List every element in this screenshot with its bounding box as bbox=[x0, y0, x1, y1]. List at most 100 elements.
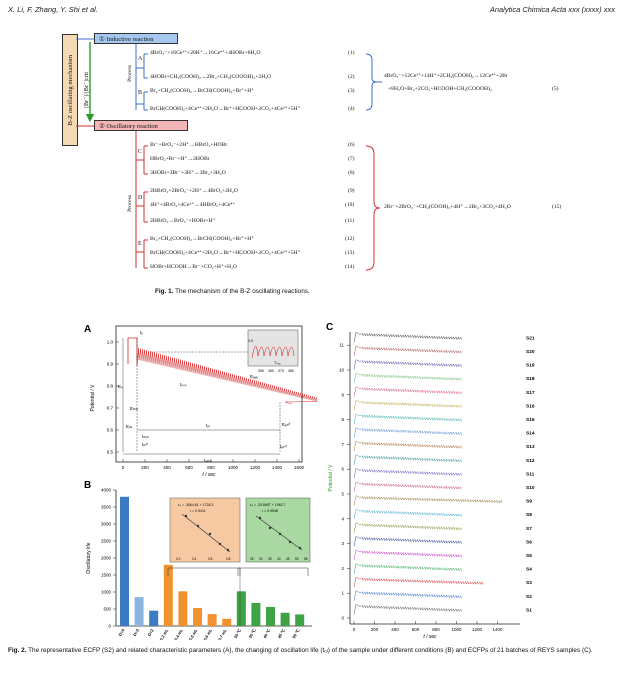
panel-c-series-trace bbox=[353, 468, 462, 479]
panel-c-xtick-label: 600 bbox=[412, 627, 420, 632]
reaction-11: 2HBrO₂→BrO₃⁻+HOBr+H⁺ bbox=[150, 218, 216, 224]
panel-c-series-trace bbox=[353, 549, 462, 561]
reaction-4-number: (4) bbox=[348, 106, 355, 112]
panel-c-series-trace bbox=[353, 590, 462, 601]
panel-b-inset-volume-xtick: 0.6 bbox=[208, 557, 213, 561]
panel-b-ytick-label: 0 bbox=[108, 624, 111, 629]
panel-c-series-label: S17 bbox=[526, 390, 535, 396]
panel-a-label-eave: Eₐᵥₑ bbox=[250, 374, 258, 379]
panel-c-series-trace bbox=[353, 522, 462, 533]
panel-a-inset-xtick-1: 360 bbox=[268, 369, 274, 373]
panel-c-series-label: S9 bbox=[526, 499, 532, 505]
panel-b-xtick-label: 40 ℃ bbox=[262, 628, 272, 640]
panel-a-label-emin: Eₘᵢₙ bbox=[130, 406, 139, 411]
figure-2-caption: Fig. 2. The representative ECFP (S2) and… bbox=[8, 646, 615, 655]
panel-b-ytick-label: 1500 bbox=[101, 573, 112, 578]
panel-b-ytick-label: 2000 bbox=[101, 556, 112, 561]
panel-a-xtick-label: 1000 bbox=[228, 465, 239, 470]
panel-c-series-label: S20 bbox=[526, 349, 535, 355]
panel-b-bar bbox=[280, 612, 290, 626]
panel-a-ytick-label: 0.8 bbox=[107, 384, 114, 389]
reaction-11-number: (11) bbox=[345, 218, 355, 224]
panel-c-ytick-label: 1 bbox=[341, 591, 344, 596]
panel-c-series-label: S2 bbox=[526, 594, 532, 600]
figure-2-caption-text: The representative ECFP (S2) and related… bbox=[28, 647, 593, 654]
panel-b-bracket-volume bbox=[167, 567, 241, 576]
panel-b-inset-temperature-r: r = 0.9548 bbox=[262, 509, 278, 513]
panel-c-ytick-label: 8 bbox=[341, 417, 344, 422]
overall-reaction-5-number: (5) bbox=[552, 86, 559, 92]
figure-1-caption-label: Fig. 1. bbox=[155, 288, 174, 295]
panel-a-inset-xtick-2: 370 bbox=[278, 369, 284, 373]
panel-b-ytick-label: 3500 bbox=[101, 505, 112, 510]
panel-c-series-trace bbox=[353, 400, 462, 411]
panel-c-series-trace bbox=[353, 495, 503, 506]
panel-c-series-label: S1 bbox=[526, 607, 532, 613]
panel-c-series-trace bbox=[353, 454, 462, 465]
panel-b-bar bbox=[178, 591, 188, 626]
panel-c-series-trace bbox=[353, 386, 462, 397]
running-header-authors: X. Li, F. Zhang, Y. Shi et al. bbox=[8, 5, 98, 14]
panel-b-xtick-label: 0.4 mL bbox=[173, 628, 184, 640]
overall-reaction-15: 2Br⁻+2BrO₃⁻+CH₂(COOH)₂+4H⁺→2Br₂+3CO₂+4H₂… bbox=[384, 204, 511, 210]
panel-c-series-label: S16 bbox=[526, 403, 535, 409]
panel-b-inset-temperature-xtick: 40 bbox=[277, 557, 281, 561]
panel-b-inset-volume-xtick: 0.2 bbox=[176, 557, 181, 561]
overall-reaction-5-line2: +8H₂O+Br₂+2CO₂+HCOOH+CH₂(COOOH)₂ bbox=[388, 86, 492, 92]
reaction-9: 2HBrO₂+2BrO₃⁻+2H⁺→4BrO₂+2H₂O bbox=[150, 188, 238, 194]
panel-c-ytick-label: 9 bbox=[341, 392, 344, 397]
panel-a-oscillation-trace bbox=[136, 347, 318, 405]
panel-b-bracket-temperature bbox=[237, 567, 309, 576]
panel-b-xtick-label: D=4 bbox=[117, 627, 125, 637]
figure-1-caption-text: The mechanism of the B-Z oscillating rea… bbox=[175, 288, 310, 295]
panel-c-series-label: S14 bbox=[526, 431, 535, 437]
panel-b-bar bbox=[236, 591, 246, 626]
panel-b-inset-temperature-xtick: 55 bbox=[304, 557, 308, 561]
panel-c-series-trace bbox=[353, 427, 462, 438]
reaction-14-number: (14) bbox=[345, 264, 355, 270]
panel-a-ytick-label: 0.7 bbox=[107, 406, 114, 411]
reaction-10: 4H⁺+4BrO₂+4Ce³⁺→4HBrO₂+4Ce⁴⁺ bbox=[150, 202, 236, 208]
panel-b-inset-temperature-eq: tₒₗ = -33.569T + 1962.7 bbox=[250, 503, 286, 507]
panel-a-ytick-label: 0.6 bbox=[107, 428, 114, 433]
panel-b-inset-temperature-xtick: 25 bbox=[250, 557, 254, 561]
panel-c-series-label: S6 bbox=[526, 539, 532, 545]
panel-c-series-trace bbox=[353, 563, 462, 574]
panel-b-inset-temperature-xtick: 45 bbox=[286, 557, 290, 561]
reaction-12-number: (12) bbox=[345, 236, 355, 242]
panel-a-label-tamp: tₐₘₚ bbox=[204, 458, 212, 463]
panel-b-bar bbox=[134, 597, 144, 626]
panel-c-series-label: S18 bbox=[526, 376, 535, 382]
panel-b-bar bbox=[222, 618, 232, 626]
panel-b-inset-temperature-point bbox=[258, 516, 262, 520]
panel-a-xlabel: t / sec bbox=[202, 472, 216, 478]
panel-c-series-trace bbox=[353, 508, 462, 520]
panel-a-induction-trace bbox=[127, 337, 138, 366]
panel-a-xtick-label: 1600 bbox=[294, 465, 305, 470]
group-label-c: C bbox=[138, 149, 143, 155]
panel-a-ytick-label: 0.5 bbox=[107, 450, 114, 455]
panel-c-series-trace bbox=[353, 332, 462, 343]
panel-b-xtick-label: D=2 bbox=[147, 627, 155, 637]
panel-a-label-eini: Eᵢₙᵢ bbox=[126, 424, 133, 429]
panel-b-inset-volume-point bbox=[208, 532, 212, 536]
panel-c-xtick-label: 800 bbox=[432, 627, 440, 632]
group-label-d: D bbox=[138, 195, 143, 201]
panel-c-series-label: S15 bbox=[526, 417, 535, 423]
reaction-7: HBrO₂+Br⁻+H⁺→2HOBr bbox=[150, 156, 210, 162]
panel-c-ytick-label: 0 bbox=[341, 616, 344, 621]
stage-inductive-reaction: ① Inductive reaction bbox=[94, 33, 178, 44]
reaction-9-number: (9) bbox=[348, 188, 355, 194]
panel-a-xtick-label: 200 bbox=[141, 465, 149, 470]
reaction-13: BrCH(COOH)₂+4Ce⁴⁺+2H₂O→Br⁺+HCOOH+2CO₂+4C… bbox=[150, 250, 301, 256]
panel-b-xtick-label: 0.7 mL bbox=[217, 628, 228, 640]
panel-c-series-label: S11 bbox=[526, 471, 535, 477]
panel-c-series-trace bbox=[353, 413, 462, 425]
panel-a-inset-ytick: 0.9 bbox=[248, 339, 253, 343]
panel-a: A 0.5 0.6 0.7 0.8 0.9 1.0 0 200 400 600 800 1000 12… bbox=[84, 324, 318, 478]
panel-a-label-tol: tₒₗ bbox=[206, 423, 210, 428]
panel-b-inset-volume-point bbox=[218, 542, 222, 546]
panel-c-series-trace bbox=[353, 576, 484, 588]
panel-c-series-label: S13 bbox=[526, 444, 535, 450]
panel-a-xtick-label: 1200 bbox=[250, 465, 261, 470]
